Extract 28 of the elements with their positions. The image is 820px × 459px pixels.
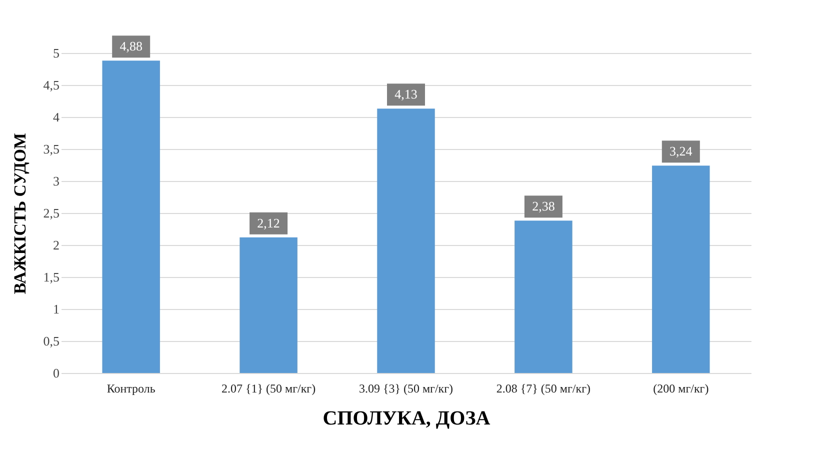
data-label: 4,88 (120, 38, 142, 54)
bar (240, 237, 298, 373)
x-tick-label: 3.09 {3} (50 мг/кг) (358, 382, 454, 396)
y-tick-label: 1 (53, 302, 60, 316)
y-axis-title: ВАЖКІСТЬ СУДОМ (10, 132, 30, 294)
x-axis-title: СПОЛУКА, ДОЗА (322, 408, 491, 430)
y-tick-label: 5 (53, 46, 60, 60)
bar (102, 60, 160, 373)
data-label: 2,12 (257, 215, 280, 230)
y-tick-label: 2 (53, 238, 60, 252)
y-tick-label: 0 (53, 366, 60, 380)
y-tick-label: 3,5 (43, 142, 60, 156)
x-tick-label: 2.08 {7} (50 мг/кг) (496, 382, 591, 396)
x-tick-label: Контроль (106, 382, 156, 396)
x-tick-label: 2.07 {1} (50 мг/кг) (221, 382, 316, 396)
bar (652, 166, 710, 373)
y-tick-label: 4,5 (43, 78, 60, 92)
data-label: 2,38 (532, 198, 555, 214)
y-tick-label: 3 (53, 174, 60, 188)
y-tick-label: 4 (53, 110, 60, 124)
y-tick-label: 2,5 (43, 206, 60, 220)
data-label: 3,24 (670, 144, 693, 159)
bar (377, 108, 435, 373)
data-label: 4,13 (394, 86, 418, 102)
bar (514, 220, 572, 373)
y-tick-label: 1,5 (43, 270, 60, 284)
y-tick-label: 0,5 (43, 334, 60, 348)
x-tick-label: (200 мг/кг) (653, 382, 709, 396)
